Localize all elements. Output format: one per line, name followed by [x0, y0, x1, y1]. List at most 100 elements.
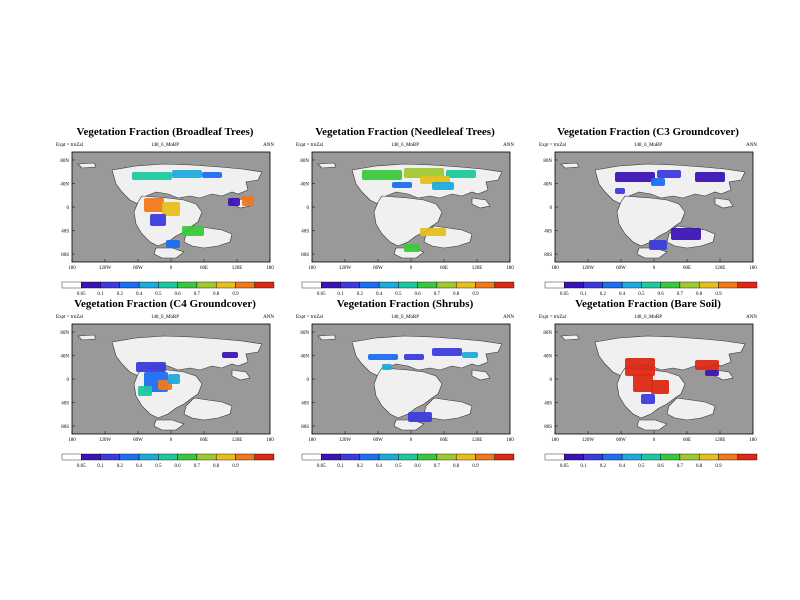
- experiment-label: Expt = trnZal: [56, 143, 83, 148]
- colorbar-swatch: [301, 453, 322, 461]
- continent-outline: [373, 195, 443, 247]
- colorbar: 0.05 0.1 0.2 0.4 0.5 0.6 0.7 0.8 0.9: [61, 281, 275, 297]
- colorbar-swatch: [583, 453, 604, 461]
- longitude-tick-label: 180: [308, 438, 316, 443]
- longitude-tick-label: 180: [749, 438, 757, 443]
- continent-outline: [77, 334, 97, 341]
- vegetation-map: 80N 40N 0 40S 80S 180 120W 60W 0 60E 120E 180: [60, 323, 274, 443]
- run-label: 148_6_MnRP: [633, 315, 663, 320]
- colorbar-swatch: [436, 281, 457, 289]
- colorbar-swatch: [378, 453, 399, 461]
- run-label: 148_6_MnRP: [390, 143, 420, 148]
- vegetation-patch: [392, 182, 412, 188]
- vegetation-patch: [404, 244, 420, 252]
- vegetation-patch: [132, 172, 172, 180]
- colorbar: 0.05 0.1 0.2 0.4 0.5 0.6 0.7 0.8 0.9: [301, 453, 515, 469]
- map-panel-c4-groundcover: Vegetation Fraction (C4 Groundcover) Exp…: [50, 298, 280, 473]
- longitude-tick-label: 60E: [683, 266, 691, 271]
- colorbar-tick-label: 0.6: [415, 464, 422, 469]
- longitude-tick-label: 180: [68, 438, 76, 443]
- colorbar-swatch: [718, 281, 738, 289]
- longitude-tick-label: 180: [68, 266, 76, 271]
- vegetation-patch: [242, 196, 254, 206]
- colorbar-tick-label: 0.8: [453, 464, 460, 469]
- continent-outline: [317, 334, 337, 341]
- colorbar-swatch: [177, 281, 198, 289]
- colorbar-swatch: [359, 453, 380, 461]
- colorbar-tick-label: 0.5: [638, 464, 645, 469]
- longitude-tick-label: 180: [266, 438, 274, 443]
- colorbar-tick-label: 0.5: [638, 292, 645, 297]
- colorbar-tick-label: 0.8: [213, 292, 220, 297]
- experiment-label: Expt = trnZal: [296, 315, 323, 320]
- colorbar-tick-label: 0.1: [580, 292, 587, 297]
- colorbar-swatch: [378, 281, 399, 289]
- colorbar-swatch: [301, 281, 322, 289]
- vegetation-patch: [182, 226, 204, 236]
- latitude-tick-label: 80S: [301, 253, 309, 258]
- colorbar-tick-label: 0.4: [136, 292, 143, 297]
- vegetation-map: 80N 40N 0 40S 80S 180 120W 60W 0 60E 120E 180: [543, 323, 757, 443]
- latitude-tick-label: 80N: [543, 331, 552, 336]
- longitude-tick-label: 120W: [99, 266, 112, 271]
- colorbar-swatch: [100, 281, 121, 289]
- longitude-tick-label: 120W: [582, 438, 595, 443]
- longitude-tick-label: 0: [170, 438, 173, 443]
- latitude-tick-label: 40S: [301, 230, 309, 235]
- colorbar-tick-label: 0.9: [472, 464, 479, 469]
- longitude-tick-label: 180: [308, 266, 316, 271]
- colorbar-swatch: [564, 281, 584, 289]
- longitude-tick-label: 0: [410, 438, 413, 443]
- colorbar-swatch: [196, 281, 217, 289]
- colorbar-swatch: [138, 281, 159, 289]
- colorbar-tick-label: 0.1: [580, 464, 587, 469]
- latitude-tick-label: 80S: [61, 253, 69, 258]
- longitude-tick-label: 0: [653, 438, 656, 443]
- vegetation-patch: [432, 348, 462, 356]
- colorbar-tick-label: 0.05: [317, 292, 326, 297]
- continent-outline: [666, 397, 716, 421]
- colorbar-swatch: [544, 281, 565, 289]
- colorbar: 0.05 0.1 0.2 0.4 0.5 0.6 0.7 0.8 0.9: [61, 453, 275, 469]
- colorbar-tick-label: 0.4: [136, 464, 143, 469]
- colorbar-swatch: [698, 453, 719, 461]
- latitude-tick-label: 40N: [60, 355, 69, 360]
- run-label: 148_6_MnRP: [150, 315, 180, 320]
- longitude-tick-label: 120E: [472, 438, 483, 443]
- longitude-tick-label: 60W: [616, 266, 626, 271]
- longitude-tick-label: 120E: [715, 438, 726, 443]
- period-label: ANN: [503, 315, 514, 320]
- continent-outline: [714, 197, 734, 209]
- colorbar-tick-label: 0.7: [434, 292, 441, 297]
- vegetation-patch: [671, 228, 701, 240]
- vegetation-patch: [162, 202, 180, 216]
- latitude-tick-label: 0: [550, 378, 553, 383]
- longitude-tick-label: 180: [506, 438, 514, 443]
- vegetation-patch: [649, 240, 667, 250]
- colorbar-tick-label: 0.8: [213, 464, 220, 469]
- latitude-tick-label: 40N: [543, 355, 552, 360]
- vegetation-map: 80N 40N 0 40S 80S 180 120W 60W 0 60E 120E 180: [300, 323, 514, 443]
- colorbar-tick-label: 0.1: [337, 292, 344, 297]
- colorbar-tick-label: 0.7: [677, 292, 684, 297]
- colorbar-swatch: [100, 453, 121, 461]
- colorbar-tick-label: 0.5: [155, 464, 162, 469]
- longitude-tick-label: 60W: [616, 438, 626, 443]
- longitude-tick-label: 60W: [373, 438, 383, 443]
- longitude-tick-label: 180: [551, 438, 559, 443]
- colorbar-tick-label: 0.5: [395, 292, 402, 297]
- experiment-label: Expt = trnZal: [539, 315, 566, 320]
- run-label: 148_6_MnRP: [150, 143, 180, 148]
- run-label: 148_6_MnRP: [633, 143, 663, 148]
- continent-outline: [423, 397, 473, 421]
- colorbar-swatch: [641, 281, 661, 289]
- colorbar-swatch: [321, 453, 341, 461]
- map-panel-bare-soil: Vegetation Fraction (Bare Soil) Expt = t…: [533, 298, 763, 473]
- vegetation-patch: [695, 172, 725, 182]
- latitude-tick-label: 0: [67, 378, 70, 383]
- colorbar-swatch: [196, 453, 217, 461]
- vegetation-patch: [166, 240, 180, 248]
- colorbar-swatch: [679, 453, 700, 461]
- panel-title: Vegetation Fraction (Shrubs): [336, 298, 474, 310]
- colorbar-tick-label: 0.5: [395, 464, 402, 469]
